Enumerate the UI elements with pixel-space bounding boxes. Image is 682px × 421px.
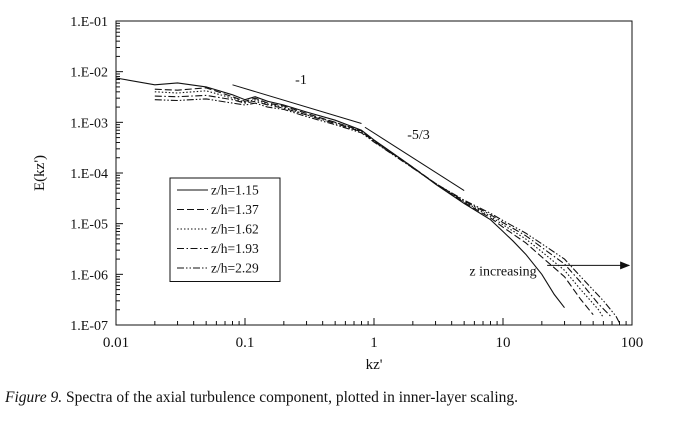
x-axis-label: kz' <box>366 357 383 373</box>
legend-label: z/h=1.15 <box>211 183 259 198</box>
series-line-3 <box>154 90 604 318</box>
legend-label: z/h=2.29 <box>211 261 259 276</box>
y-tick-label: 1.E-03 <box>70 116 108 131</box>
series-line-1 <box>115 77 565 309</box>
x-tick-label: 100 <box>621 335 644 351</box>
legend: z/h=1.15 z/h=1.37 z/h=1.62 z/h=1.93 z/h=2.29 <box>169 177 281 282</box>
x-tick-label: 0.1 <box>236 335 255 351</box>
spectra-chart: 0.01 0.1 1 10 100 1.E-07 1.E-06 1.E-05 1.E-04 1.E… <box>32 15 643 373</box>
y-tick-label: 1.E-04 <box>70 167 108 182</box>
y-tick-label: 1.E-02 <box>70 66 108 81</box>
figure-label: Figure 9. <box>5 389 63 406</box>
figure-caption: Figure 9. Spectra of the axial turbulenc… <box>5 389 681 407</box>
x-tick-label: 10 <box>496 335 511 351</box>
y-tick-label: 1.E-06 <box>70 268 108 283</box>
slope-label: -5/3 <box>407 128 430 143</box>
annotation-text: z increasing <box>469 264 536 279</box>
annotations: z increasing <box>469 261 631 279</box>
reference-slope-lines: -1 -5/3 <box>232 73 465 191</box>
y-tick-label: 1.E-05 <box>70 218 108 233</box>
caption-text: Spectra of the axial turbulence componen… <box>66 389 519 406</box>
x-tick-label: 1 <box>370 335 378 351</box>
slope-line <box>364 126 465 191</box>
slope-line <box>232 84 362 124</box>
y-axis-label: E(kz') <box>32 155 48 191</box>
series-layer <box>115 77 620 324</box>
legend-label: z/h=1.93 <box>211 241 259 256</box>
slope-label: -1 <box>295 73 307 88</box>
legend-label: z/h=1.62 <box>211 222 259 237</box>
y-tick-label: 1.E-01 <box>70 15 108 30</box>
legend-box <box>169 177 281 282</box>
series-line-4 <box>154 94 613 318</box>
y-tick-label: 1.E-07 <box>70 319 108 334</box>
x-tick-label: 0.01 <box>103 335 129 351</box>
plot-axes: 0.01 0.1 1 10 100 1.E-07 1.E-06 1.E-05 1.E-04 1.E… <box>32 15 643 373</box>
legend-label: z/h=1.37 <box>211 202 259 217</box>
